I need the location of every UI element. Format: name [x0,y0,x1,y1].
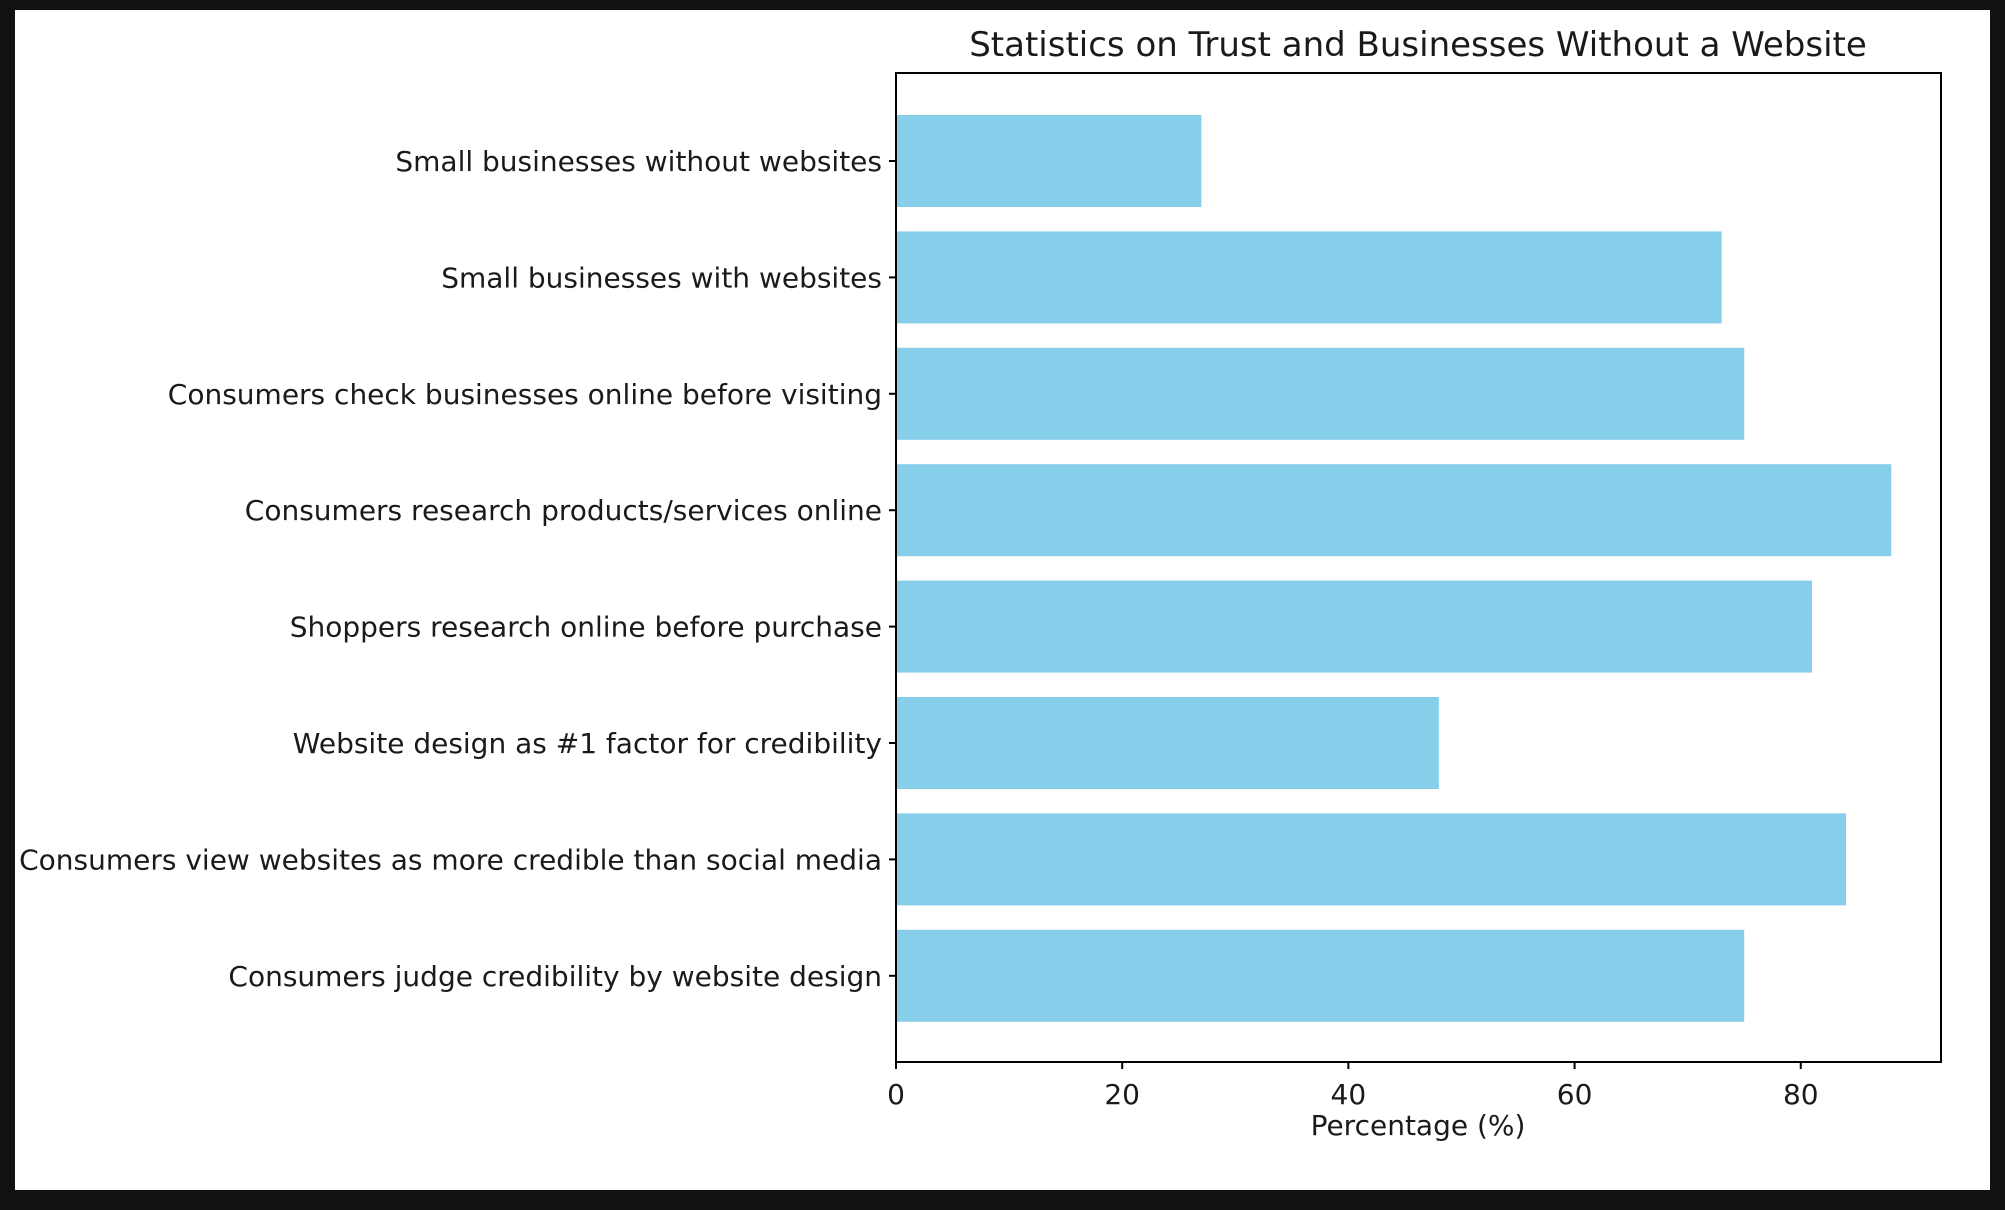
x-tick-label: 80 [1783,1078,1819,1111]
y-tick-label: Consumers view websites as more credible… [19,843,882,876]
x-tick-label: 60 [1557,1078,1593,1111]
x-tick-label: 20 [1104,1078,1140,1111]
y-tick-label: Small businesses with websites [441,261,882,294]
bar-4 [897,464,1892,557]
y-tick-label: Consumers judge credibility by website d… [228,960,882,993]
bar-1 [897,115,1202,207]
chart-canvas: Statistics on Trust and Businesses Witho… [15,10,1990,1190]
bar-8 [897,929,1745,1022]
plot-area-frame [895,72,1942,1063]
x-axis-title: Percentage (%) [1311,1109,1526,1142]
bars-layer [897,115,1892,1022]
bar-2 [897,231,1722,324]
bar-7 [897,813,1846,906]
y-tick-label: Small businesses without websites [395,145,882,178]
y-axis-ticks: Small businesses without websites Small b… [19,145,896,993]
x-tick-label: 0 [887,1078,905,1111]
y-tick-label: Consumers research products/services onl… [245,494,882,527]
y-tick-label: Website design as #1 factor for credibil… [293,727,882,760]
x-tick-label: 40 [1331,1078,1367,1111]
bar-6 [897,697,1439,789]
bar-5 [897,580,1813,673]
x-axis-ticks: 0 20 40 60 80 [887,1062,1819,1111]
y-tick-label: Consumers check businesses online before… [168,378,882,411]
bar-chart: Statistics on Trust and Businesses Witho… [19,25,1942,1142]
chart-title: Statistics on Trust and Businesses Witho… [969,25,1867,65]
y-tick-label: Shoppers research online before purchase [290,611,882,644]
bar-3 [897,347,1745,440]
